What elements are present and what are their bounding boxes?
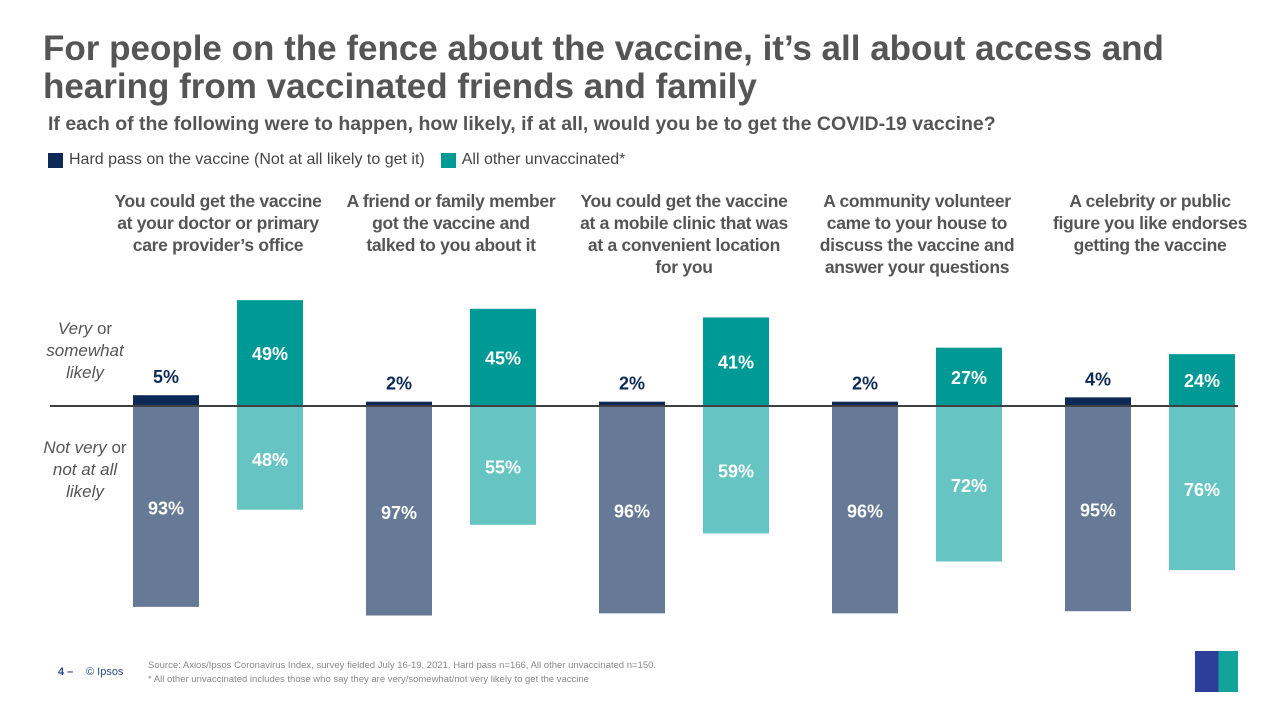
data-label-not-likely: 96% (614, 502, 650, 522)
data-label-not-likely: 93% (148, 498, 184, 518)
copyright: © Ipsos (86, 666, 124, 678)
bar-not-likely (366, 406, 432, 616)
data-label-not-likely: 59% (718, 462, 754, 482)
data-label-not-likely: 76% (1184, 480, 1220, 500)
category-label: A celebrity or public figure you like en… (1052, 191, 1248, 255)
data-label-not-likely: 72% (951, 476, 987, 496)
data-label-likely: 4% (1085, 369, 1111, 389)
bar-not-likely (703, 406, 769, 534)
bar-likely (470, 308, 536, 406)
data-label-not-likely: 95% (1080, 501, 1116, 521)
data-label-not-likely: 55% (485, 457, 521, 477)
bar-likely (1065, 397, 1131, 406)
legend-item-other: All other unvaccinated* (440, 151, 626, 169)
bar-likely (832, 401, 898, 406)
bar-not-likely (470, 406, 536, 525)
category-label: A friend or family member got the vaccin… (346, 191, 556, 255)
legend-item-hard-pass: Hard pass on the vaccine (Not at all lik… (48, 151, 425, 169)
legend: Hard pass on the vaccine (Not at all lik… (48, 151, 625, 169)
bar-likely (366, 401, 432, 406)
legend-swatch (48, 152, 63, 168)
data-label-likely: 45% (485, 348, 521, 368)
data-label-likely: 41% (718, 353, 754, 373)
data-label-likely: 27% (951, 368, 987, 388)
bar-not-likely (1169, 406, 1235, 571)
bar-not-likely (599, 406, 665, 614)
bar-likely (1169, 354, 1235, 406)
data-label-likely: 49% (252, 344, 288, 364)
data-label-not-likely: 97% (381, 503, 417, 523)
data-label-likely: 24% (1184, 371, 1220, 391)
data-label-not-likely: 96% (847, 502, 883, 522)
ipsos-logo (1195, 651, 1238, 692)
source-note: Source: Axios/Ipsos Coronavirus Index, s… (148, 660, 657, 685)
data-label-likely: 5% (153, 367, 179, 387)
category-label: A community volunteer came to your house… (819, 191, 1015, 277)
axis-label-not-likely: Not very or not at all likely (43, 438, 127, 501)
legend-swatch (440, 152, 456, 168)
bar-likely (703, 317, 769, 406)
data-label-not-likely: 48% (252, 450, 288, 470)
legend-label: Hard pass on the vaccine (Not at all lik… (69, 151, 425, 168)
bar-not-likely (936, 406, 1002, 562)
legend-label: All other unvaccinated* (461, 151, 626, 168)
bar-likely (936, 347, 1002, 406)
bar-likely (237, 300, 303, 406)
axis-label-likely: Very or somewhat likely (46, 319, 124, 382)
data-label-likely: 2% (852, 374, 878, 394)
page-title: For people on the fence about the vaccin… (43, 29, 1164, 106)
bar-not-likely (133, 406, 199, 607)
bar-likely (133, 395, 199, 406)
bar-not-likely (1065, 406, 1131, 612)
data-label-likely: 2% (619, 374, 645, 394)
bar-likely (599, 401, 665, 406)
bar-not-likely (237, 406, 303, 510)
data-label-likely: 2% (386, 374, 412, 394)
category-label: You could get the vaccine at a mobile cl… (580, 191, 788, 277)
category-label: You could get the vaccine at your doctor… (114, 191, 322, 255)
bar-not-likely (832, 406, 898, 614)
subtitle: If each of the following were to happen,… (48, 113, 996, 135)
page-number: 4 – (58, 666, 74, 678)
